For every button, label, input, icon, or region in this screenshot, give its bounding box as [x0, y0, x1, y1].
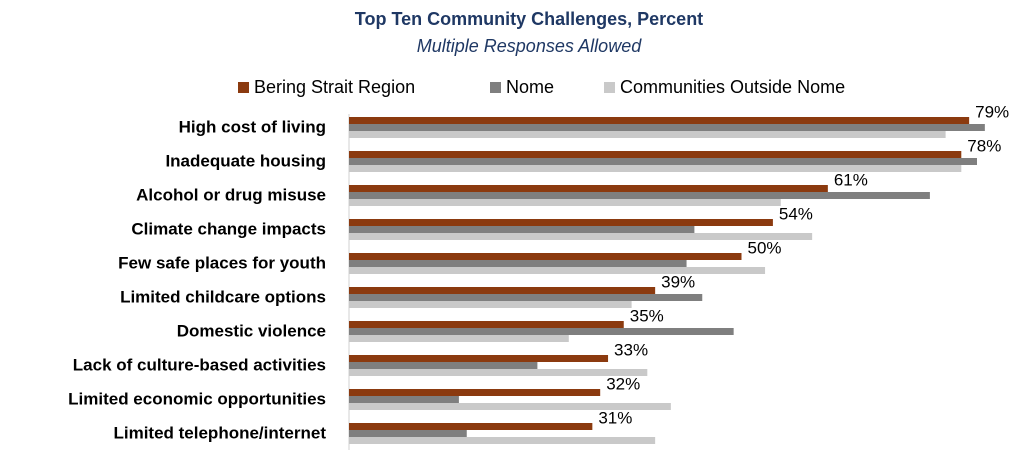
y-tick-label: Limited childcare options: [120, 287, 326, 306]
data-label: 39%: [661, 272, 695, 291]
chart-subtitle: Multiple Responses Allowed: [417, 36, 642, 56]
y-tick-label: Few safe places for youth: [118, 253, 326, 272]
bar: [349, 185, 828, 192]
bar: [349, 437, 656, 444]
bar: [349, 124, 985, 131]
legend-swatch: [604, 82, 615, 93]
bar: [349, 260, 687, 267]
legend-swatch: [490, 82, 501, 93]
bar: [349, 369, 648, 376]
data-label: 32%: [606, 374, 640, 393]
bar: [349, 151, 962, 158]
bar: [349, 328, 734, 335]
y-tick-label: Climate change impacts: [131, 219, 326, 238]
y-tick-label: Domestic violence: [177, 321, 326, 340]
bar: [349, 199, 781, 206]
bar: [349, 301, 632, 308]
bar: [349, 219, 773, 226]
y-tick-label: Limited telephone/internet: [113, 423, 326, 442]
bar: [349, 131, 946, 138]
bar: [349, 287, 656, 294]
bar: [349, 165, 962, 172]
legend-label: Nome: [506, 77, 554, 97]
y-tick-label: Inadequate housing: [165, 151, 326, 170]
y-tick-label: High cost of living: [179, 117, 326, 136]
bar: [349, 403, 671, 410]
data-label: 61%: [834, 170, 868, 189]
data-label: 54%: [779, 204, 813, 223]
bar: [349, 389, 601, 396]
bar: [349, 253, 742, 260]
data-label: 33%: [614, 340, 648, 359]
y-tick-label: Alcohol or drug misuse: [136, 185, 326, 204]
bar: [349, 294, 703, 301]
bar: [349, 335, 569, 342]
data-label: 50%: [748, 238, 782, 257]
bar: [349, 233, 813, 240]
legend-label: Communities Outside Nome: [620, 77, 845, 97]
data-label: 31%: [598, 408, 632, 427]
bar: [349, 355, 609, 362]
chart-title: Top Ten Community Challenges, Percent: [355, 9, 703, 29]
bar: [349, 396, 459, 403]
y-tick-label: Limited economic opportunities: [68, 389, 326, 408]
bar: [349, 423, 593, 430]
data-label: 79%: [975, 102, 1009, 121]
bar: [349, 117, 970, 124]
bar: [349, 430, 467, 437]
bar: [349, 362, 538, 369]
bar: [349, 192, 930, 199]
y-tick-label: Lack of culture-based activities: [73, 355, 326, 374]
data-label: 35%: [630, 306, 664, 325]
bar: [349, 267, 766, 274]
bar: [349, 321, 624, 328]
bar: [349, 158, 977, 165]
legend-label: Bering Strait Region: [254, 77, 415, 97]
data-label: 78%: [967, 136, 1001, 155]
bar: [349, 226, 695, 233]
legend-swatch: [238, 82, 249, 93]
